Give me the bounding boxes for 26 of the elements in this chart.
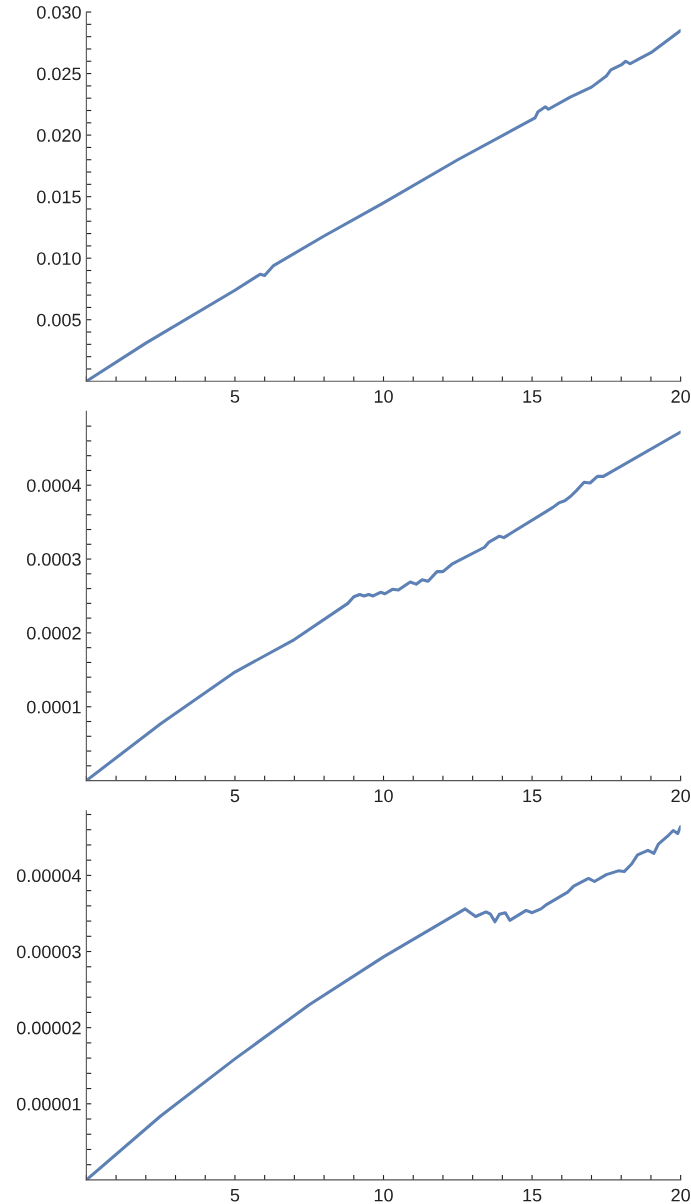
x-tick-label: 10 [374, 1188, 393, 1202]
x-tick-label: 20 [671, 1188, 690, 1202]
y-tick-label: 0.0001 [27, 700, 81, 714]
x-tick-label: 20 [671, 789, 690, 803]
y-tick-label: 0.005 [37, 313, 81, 327]
x-tick-label: 5 [230, 1188, 240, 1202]
x-tick-label: 10 [374, 390, 393, 403]
y-tick-label: 0.025 [37, 67, 81, 81]
y-tick-label: 0.010 [37, 252, 81, 265]
y-tick-label: 0.020 [37, 129, 81, 142]
y-tick-label: 0.0002 [27, 626, 81, 640]
x-tick-label: 20 [671, 390, 690, 403]
y-tick-label: 0.00003 [16, 945, 81, 959]
x-tick-label: 10 [374, 789, 393, 803]
y-tick-label: 0.00001 [16, 1097, 81, 1111]
x-tick-label: 5 [230, 789, 240, 803]
x-tick-label: 15 [523, 789, 542, 803]
x-tick-label: 15 [523, 390, 542, 403]
y-tick-label: 0.030 [37, 5, 81, 19]
x-tick-label: 15 [523, 1188, 542, 1202]
y-tick-label: 0.00002 [16, 1021, 81, 1035]
y-tick-label: 0.00004 [16, 869, 81, 883]
y-tick-label: 0.0003 [27, 552, 81, 566]
y-tick-label: 0.0004 [27, 479, 81, 492]
x-tick-label: 5 [230, 390, 240, 403]
y-tick-label: 0.015 [37, 190, 81, 204]
